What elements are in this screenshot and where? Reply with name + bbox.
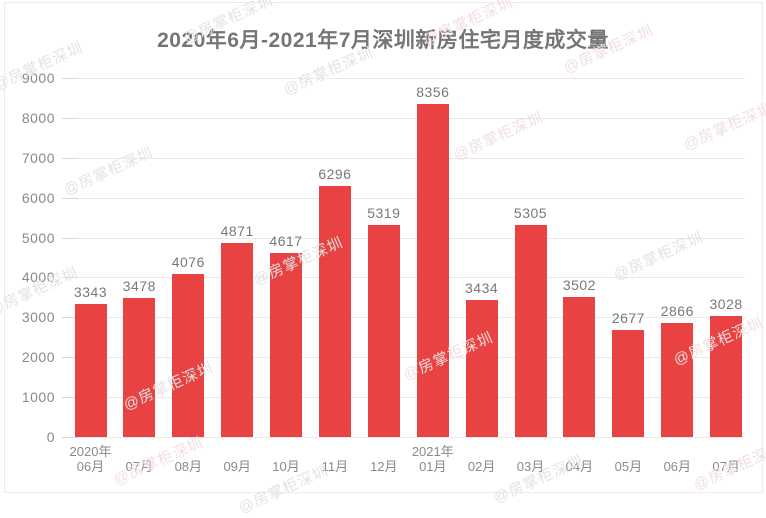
y-tick-label: 6000 <box>21 189 55 206</box>
gridline <box>62 437 745 438</box>
x-tick-label: 07月 <box>691 444 761 474</box>
x-tick-month: 02月 <box>467 459 496 474</box>
watermark-text: @房掌柜深圳 <box>451 109 546 164</box>
x-tick-label: 2020年 06月 <box>56 444 126 474</box>
x-tick-month: 03月 <box>516 459 545 474</box>
bar <box>318 185 351 437</box>
x-tick-year: 2020年 <box>69 444 112 459</box>
bar <box>74 303 107 437</box>
bar <box>172 274 205 437</box>
watermark-text: @房掌柜深圳 <box>61 144 156 199</box>
x-tick-label: 02月 <box>447 444 517 474</box>
gridline <box>62 197 745 199</box>
watermark-text: @房掌柜深圳 <box>681 99 766 154</box>
x-tick-label: 06月 <box>642 444 712 474</box>
axis-tick <box>62 78 78 79</box>
x-tick-month: 01月 <box>419 459 447 474</box>
axis-tick <box>62 277 78 279</box>
axis-tick <box>62 117 78 119</box>
x-tick-label: 03月 <box>496 444 566 474</box>
axis-tick <box>62 157 78 159</box>
gridline <box>62 397 745 399</box>
x-tick-month: 09月 <box>223 459 251 474</box>
y-tick-label: 7000 <box>21 149 55 166</box>
x-tick-month: 08月 <box>174 459 203 474</box>
y-tick-label: 8000 <box>21 109 55 126</box>
bar <box>123 298 156 437</box>
x-tick-label: 04月 <box>544 444 614 474</box>
gridline <box>62 157 745 159</box>
axis-tick <box>62 237 78 239</box>
bar <box>661 322 694 437</box>
x-tick-month: 05月 <box>614 459 643 474</box>
x-tick-label: 08月 <box>153 444 223 474</box>
axis-tick <box>62 397 78 399</box>
x-tick-month: 04月 <box>565 459 594 474</box>
chart-title: 2020年6月-2021年7月深圳新房住宅月度成交量 <box>157 29 609 52</box>
bar <box>710 316 743 437</box>
axis-tick <box>62 437 78 438</box>
bar <box>514 225 547 437</box>
axis-tick <box>62 197 78 199</box>
y-tick-label: 2000 <box>21 349 55 366</box>
bar-value-label: 3028 <box>709 296 743 313</box>
gridline <box>62 117 745 119</box>
gridline <box>62 317 745 319</box>
x-tick-label: 11月 <box>300 444 370 474</box>
x-tick-month: 07月 <box>125 459 154 474</box>
x-tick-month: 11月 <box>321 459 349 474</box>
bar-value-label: 6296 <box>318 165 352 182</box>
bar-value-label: 5319 <box>367 204 401 221</box>
axis-tick <box>62 357 78 359</box>
x-tick-label: 2021年 01月 <box>398 444 468 474</box>
y-tick-label: 1000 <box>21 389 55 406</box>
bar <box>270 252 302 437</box>
axis-tick <box>62 317 78 319</box>
bar <box>416 103 449 437</box>
bar-value-label: 4617 <box>269 232 303 249</box>
y-tick-label: 4000 <box>21 269 55 286</box>
x-tick-month: 12月 <box>370 459 398 474</box>
bar-value-label: 3478 <box>122 278 156 295</box>
x-tick-month: 07月 <box>712 459 740 474</box>
bar-value-label: 5305 <box>513 205 548 222</box>
y-tick-label: 3000 <box>21 309 55 326</box>
x-tick-month: 06月 <box>663 459 692 474</box>
bar-value-label: 3502 <box>562 277 596 294</box>
gridline <box>62 237 745 239</box>
gridline <box>62 78 745 79</box>
bar <box>221 242 254 437</box>
bar <box>563 297 596 437</box>
bar <box>612 330 645 437</box>
bar-value-label: 4076 <box>171 254 205 271</box>
bar <box>465 300 498 437</box>
gridline <box>62 357 745 359</box>
y-tick-label: 9000 <box>21 70 55 86</box>
y-tick-label: 0 <box>46 429 55 445</box>
bar-value-label: 4871 <box>220 222 254 239</box>
x-tick-label: 10月 <box>251 444 321 474</box>
x-tick-label: 05月 <box>593 444 663 474</box>
x-tick-label: 07月 <box>104 444 174 474</box>
watermark-text: @房掌柜深圳 <box>611 229 706 284</box>
bar-value-label: 3343 <box>73 283 108 300</box>
y-tick-label: 5000 <box>21 229 55 246</box>
bar-value-label: 2677 <box>611 310 645 327</box>
x-tick-label: 12月 <box>349 444 419 474</box>
x-tick-year: 2021年 <box>411 444 454 459</box>
bar-value-label: 2866 <box>660 302 694 319</box>
bar <box>367 224 400 437</box>
x-tick-month: 10月 <box>272 459 300 474</box>
x-tick-month: 06月 <box>76 459 105 474</box>
bar-value-label: 8356 <box>416 83 450 100</box>
bar-value-label: 3434 <box>465 280 499 296</box>
gridline <box>62 277 745 279</box>
x-tick-year <box>691 444 761 459</box>
x-tick-label: 09月 <box>202 444 272 474</box>
